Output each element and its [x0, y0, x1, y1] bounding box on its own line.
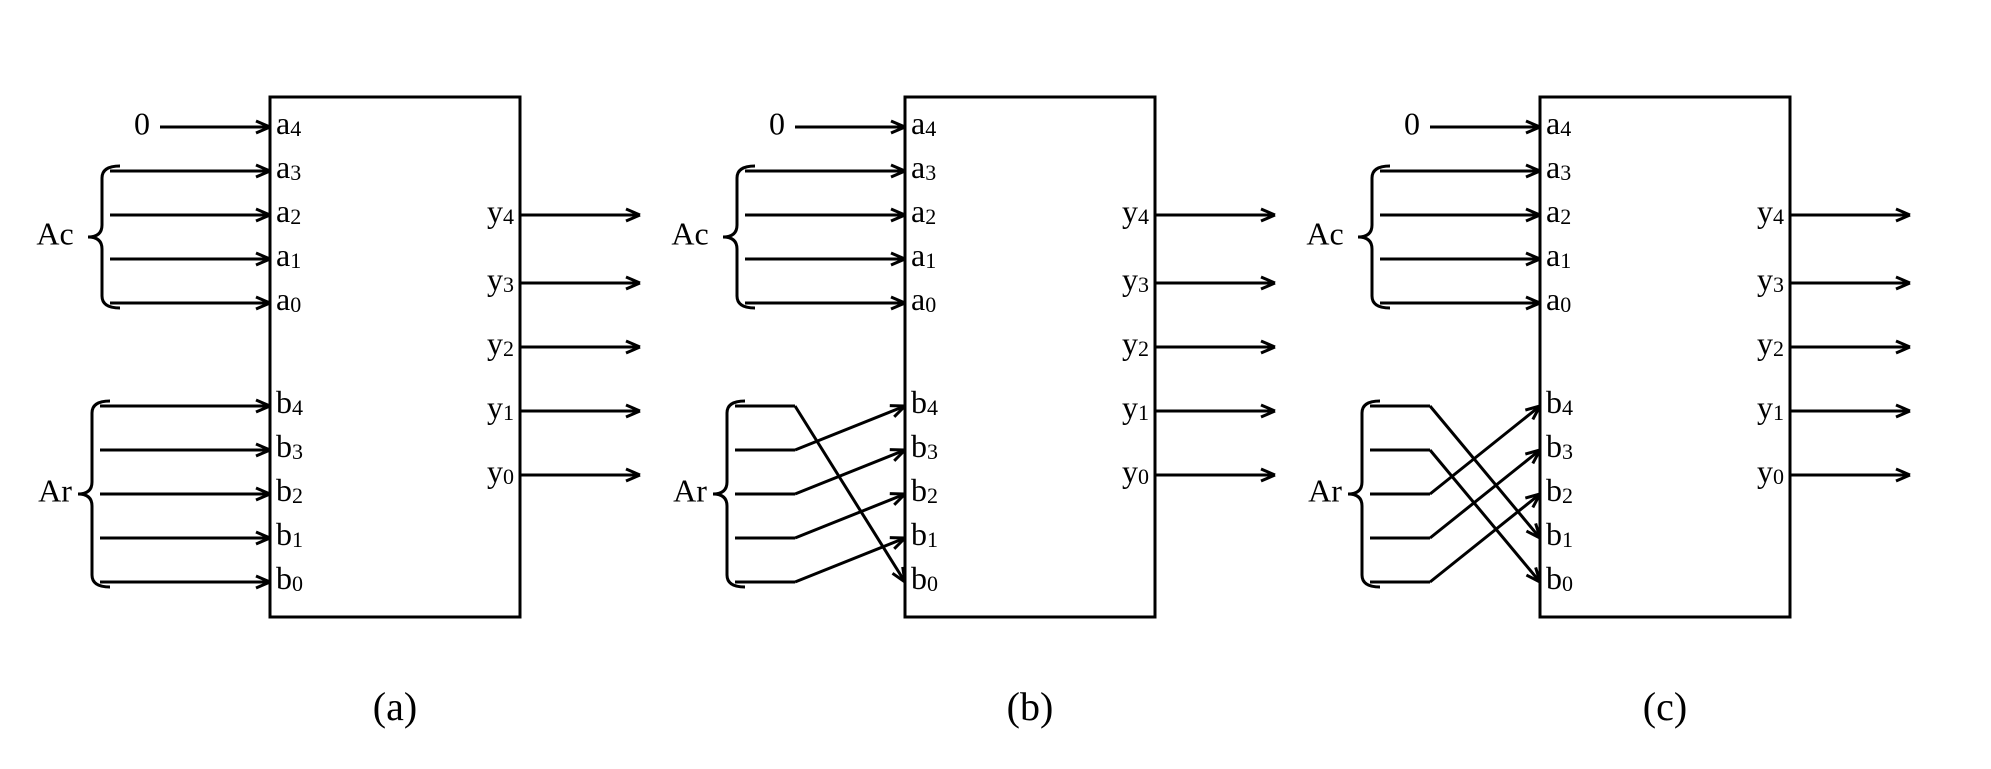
block-box	[270, 97, 520, 617]
svg-text:a4: a4	[911, 105, 936, 141]
svg-text:a0: a0	[911, 281, 936, 317]
svg-text:y4: y4	[1122, 193, 1149, 229]
svg-text:b0: b0	[911, 560, 938, 596]
svg-text:y0: y0	[1757, 453, 1784, 489]
panel-caption: (b)	[1007, 684, 1054, 729]
block-box	[905, 97, 1155, 617]
svg-text:y2: y2	[1757, 325, 1784, 361]
svg-text:y3: y3	[1757, 261, 1784, 297]
svg-text:y4: y4	[1757, 193, 1784, 229]
svg-text:y1: y1	[1122, 389, 1149, 425]
svg-text:b1: b1	[276, 516, 303, 552]
svg-text:b1: b1	[911, 516, 938, 552]
ac-label: Ac	[671, 215, 708, 251]
ar-label: Ar	[1308, 472, 1342, 508]
svg-text:b3: b3	[1546, 428, 1573, 464]
svg-text:a1: a1	[1546, 237, 1571, 273]
svg-text:a4: a4	[1546, 105, 1571, 141]
svg-text:b3: b3	[911, 428, 938, 464]
svg-text:b1: b1	[1546, 516, 1573, 552]
ac-label: Ac	[36, 215, 73, 251]
svg-text:y1: y1	[487, 389, 514, 425]
ar-label: Ar	[38, 472, 72, 508]
svg-text:a0: a0	[276, 281, 301, 317]
svg-text:a3: a3	[1546, 149, 1571, 185]
svg-text:b0: b0	[276, 560, 303, 596]
svg-text:a2: a2	[1546, 193, 1571, 229]
svg-text:a0: a0	[1546, 281, 1571, 317]
svg-text:b4: b4	[911, 384, 938, 420]
svg-text:y3: y3	[1122, 261, 1149, 297]
svg-text:y3: y3	[487, 261, 514, 297]
svg-text:y0: y0	[487, 453, 514, 489]
block-box	[1540, 97, 1790, 617]
zero-label: 0	[1404, 105, 1420, 141]
svg-text:a1: a1	[911, 237, 936, 273]
svg-text:a3: a3	[911, 149, 936, 185]
svg-text:b2: b2	[276, 472, 303, 508]
svg-text:y2: y2	[487, 325, 514, 361]
svg-text:y1: y1	[1757, 389, 1784, 425]
zero-label: 0	[769, 105, 785, 141]
zero-label: 0	[134, 105, 150, 141]
svg-text:b3: b3	[276, 428, 303, 464]
panel-caption: (a)	[373, 684, 417, 729]
svg-text:y4: y4	[487, 193, 514, 229]
panel-a: a4 a3 a2 a1 a0 0 Ac b4 b3 b2 b1 b0 Ar y4 y3 y2 y1 y0 (a)	[36, 97, 640, 729]
ac-label: Ac	[1306, 215, 1343, 251]
svg-text:y2: y2	[1122, 325, 1149, 361]
svg-text:b2: b2	[911, 472, 938, 508]
svg-text:a4: a4	[276, 105, 301, 141]
panel-caption: (c)	[1643, 684, 1687, 729]
svg-text:a3: a3	[276, 149, 301, 185]
svg-text:b4: b4	[1546, 384, 1573, 420]
svg-text:a2: a2	[911, 193, 936, 229]
svg-text:b2: b2	[1546, 472, 1573, 508]
svg-text:a2: a2	[276, 193, 301, 229]
svg-text:b4: b4	[276, 384, 303, 420]
panel-c: a4 a3 a2 a1 a0 0 Ac b4 b3 b2 b1 b0 Ar y4 y3 y2 y1 y0 (c)	[1306, 97, 1910, 729]
svg-text:y0: y0	[1122, 453, 1149, 489]
ar-label: Ar	[673, 472, 707, 508]
panel-b: a4 a3 a2 a1 a0 0 Ac b4 b3 b2 b1 b0 Ar y4 y3 y2 y1 y0 (b)	[671, 97, 1275, 729]
svg-text:a1: a1	[276, 237, 301, 273]
svg-text:b0: b0	[1546, 560, 1573, 596]
